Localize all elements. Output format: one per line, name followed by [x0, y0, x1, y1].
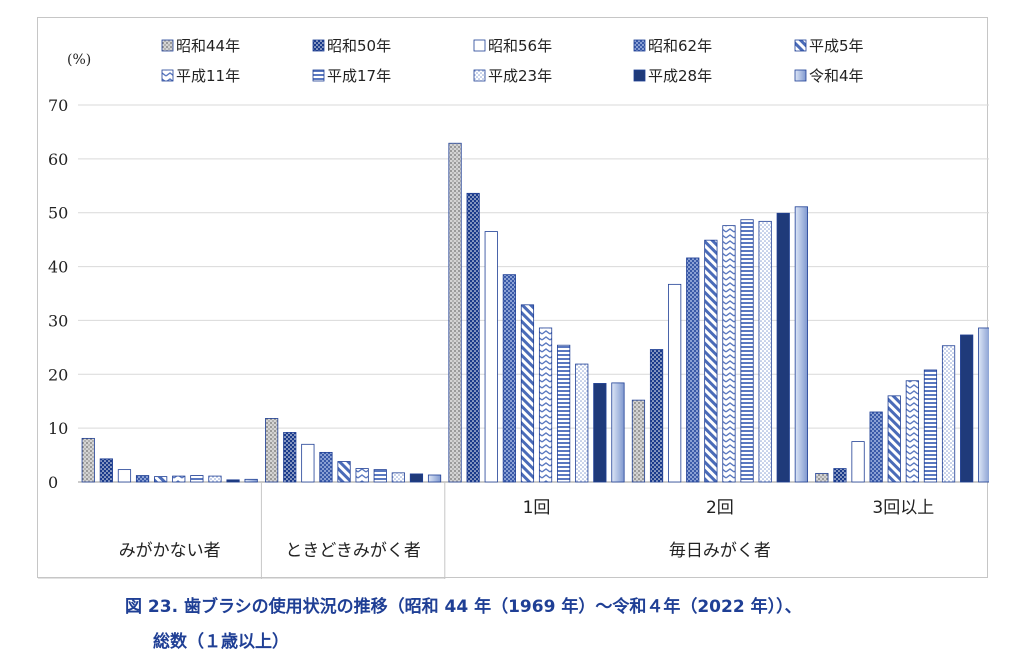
- bar-令和4年-1回: [611, 382, 625, 483]
- bar-平成5年-みがかない者: [154, 476, 168, 483]
- bar-平成5年-3回以上: [887, 395, 901, 483]
- bar-平成11年-みがかない者: [172, 475, 186, 483]
- bar-平成17年-3回以上: [923, 369, 938, 483]
- bar-昭和56年-3回以上: [851, 441, 865, 483]
- bar-平成11年-2回: [722, 225, 736, 483]
- bar-平成17年-みがかない者: [190, 475, 204, 483]
- bar-昭和62年-1回: [502, 274, 516, 483]
- bar-昭和50年-2回: [649, 349, 664, 483]
- bar-平成17年-2回: [740, 219, 754, 483]
- bar-昭和44年-1回: [448, 142, 462, 483]
- bar-昭和56年-ときどきみがく者: [301, 443, 315, 483]
- category-label: みがかない者: [119, 541, 221, 561]
- category-label: ときどきみがく者: [285, 541, 421, 561]
- bar-昭和56年-1回: [484, 231, 498, 483]
- bar-平成17年-ときどきみがく者: [373, 469, 387, 483]
- bar-平成23年-3回以上: [941, 345, 956, 483]
- legend-swatch: [633, 69, 646, 82]
- bar-平成5年-2回: [704, 239, 718, 483]
- bar-昭和56年-みがかない者: [117, 469, 132, 483]
- bar-平成17年-1回: [557, 344, 571, 483]
- legend-label: 平成28年: [648, 67, 712, 85]
- legend-swatch: [161, 39, 174, 52]
- legend-label: 平成5年: [809, 37, 864, 55]
- legend-swatch: [794, 39, 807, 52]
- legend-swatch: [633, 39, 646, 52]
- bar-昭和50年-みがかない者: [99, 458, 113, 483]
- bar-平成11年-3回以上: [905, 380, 919, 483]
- legend-label: 昭和56年: [488, 37, 552, 55]
- category-label: 1回: [523, 498, 551, 518]
- bar-昭和62年-3回以上: [869, 411, 883, 483]
- chart-frame: 0 10 20 30 40 50 60 70 1回 2回 3回以上みがかない者 ときどきみがく者 毎日…: [37, 17, 989, 579]
- bar-昭和50年-3回以上: [833, 468, 847, 483]
- y-tick-label: 0: [48, 473, 58, 492]
- legend-label: 令和4年: [809, 67, 864, 85]
- category-label: 2回: [706, 498, 734, 518]
- bar-平成23年-1回: [575, 363, 589, 483]
- bar-平成28年-3回以上: [960, 334, 974, 483]
- bar-昭和44年-2回: [631, 399, 646, 483]
- legend-label: 平成17年: [327, 67, 391, 85]
- y-tick-label: 40: [48, 258, 68, 277]
- y-tick-label: 30: [48, 311, 68, 330]
- bar-平成28年-ときどきみがく者: [409, 473, 424, 483]
- legend-label: 平成11年: [176, 67, 240, 85]
- bar-昭和44年-みがかない者: [81, 437, 95, 483]
- bar-令和4年-ときどきみがく者: [427, 474, 442, 483]
- bar-平成23年-2回: [758, 220, 772, 483]
- bar-昭和50年-ときどきみがく者: [283, 432, 297, 483]
- y-tick-label: 50: [48, 204, 68, 223]
- legend-swatch: [473, 39, 486, 52]
- bar-昭和44年-ときどきみがく者: [265, 418, 279, 483]
- bar-平成5年-ときどきみがく者: [337, 461, 351, 483]
- legend-swatch: [794, 69, 807, 82]
- category-label: 毎日みがく者: [669, 541, 771, 561]
- bars: [81, 142, 989, 483]
- bar-昭和62年-ときどきみがく者: [319, 451, 333, 483]
- bar-令和4年-2回: [794, 206, 808, 483]
- bar-平成11年-ときどきみがく者: [355, 468, 369, 483]
- legend-label: 昭和50年: [327, 37, 391, 55]
- y-tick-label: 70: [48, 96, 68, 115]
- figure-caption-line1: 図 23. 歯ブラシの使用状況の推移（昭和 44 年（1969 年）～令和４年（…: [125, 597, 802, 617]
- bar-平成28年-みがかない者: [226, 479, 240, 483]
- bar-平成23年-みがかない者: [208, 475, 222, 483]
- bar-令和4年-みがかない者: [244, 478, 258, 483]
- bar-平成23年-ときどきみがく者: [391, 472, 405, 483]
- bar-昭和56年-2回: [668, 283, 682, 483]
- y-tick-label: 20: [48, 365, 68, 384]
- legend-label: 昭和62年: [648, 37, 712, 55]
- bar-昭和62年-みがかない者: [135, 475, 150, 483]
- gridlines: [78, 104, 989, 483]
- bar-平成28年-1回: [593, 383, 607, 483]
- y-axis: 0 10 20 30 40 50 60 70: [48, 96, 68, 492]
- y-tick-label: 10: [48, 419, 68, 438]
- bar-平成11年-1回: [538, 327, 553, 483]
- y-tick-label: 60: [48, 150, 68, 169]
- legend-label: 平成23年: [488, 67, 552, 85]
- legend-swatch: [473, 69, 486, 82]
- legend-swatch: [312, 39, 325, 52]
- bar-昭和50年-1回: [466, 192, 480, 483]
- bar-平成28年-2回: [776, 212, 790, 483]
- bar-昭和44年-3回以上: [815, 472, 829, 483]
- bar-令和4年-3回以上: [978, 327, 989, 483]
- legend-swatch: [312, 69, 325, 82]
- legend-swatch: [161, 69, 174, 82]
- category-label: 3回以上: [872, 498, 934, 518]
- unit-label: (%): [67, 52, 91, 68]
- figure-caption-line2: 総数（１歳以上）: [153, 632, 289, 652]
- legend-label: 昭和44年: [176, 37, 240, 55]
- bar-平成5年-1回: [520, 304, 535, 483]
- bar-昭和62年-2回: [686, 257, 700, 483]
